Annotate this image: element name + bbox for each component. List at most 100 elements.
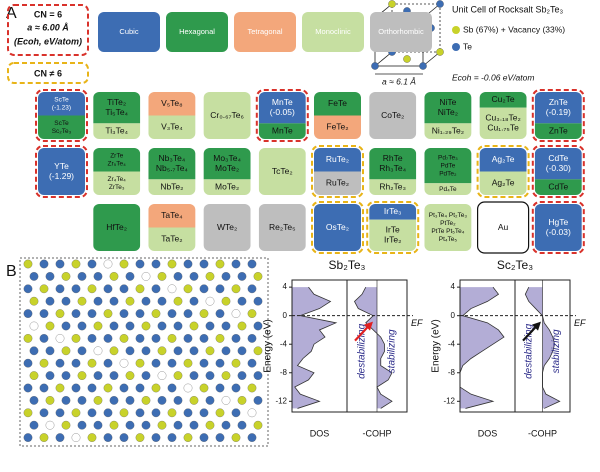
atom <box>39 433 49 442</box>
cell-border <box>531 201 585 254</box>
cohp-shade <box>354 287 392 409</box>
y-axis-label: Energy (eV) <box>431 319 442 372</box>
atom <box>29 396 39 405</box>
legend-label: Tetragonal <box>247 27 282 36</box>
atom <box>55 383 65 393</box>
atom <box>231 433 241 442</box>
atom <box>119 433 129 442</box>
atom <box>61 296 71 306</box>
legend-dot <box>452 43 460 51</box>
atom <box>167 408 177 418</box>
atom <box>109 371 119 380</box>
atom <box>135 433 145 442</box>
y-tick-label: -8 <box>280 368 288 377</box>
y-tick-label: -12 <box>275 396 287 405</box>
cell-fill <box>258 92 306 124</box>
atom <box>141 420 151 430</box>
compound-cell: CoTe₂ <box>369 92 417 139</box>
cell-text: MoTe₂ <box>215 163 239 173</box>
atom <box>125 321 135 331</box>
atom <box>237 420 247 430</box>
atom <box>221 346 231 356</box>
atom <box>125 371 135 380</box>
compound-cell: HgTe(-0.03) <box>531 201 585 254</box>
atom <box>205 346 215 356</box>
cell-fill <box>424 204 472 251</box>
atom <box>253 272 263 281</box>
cell-fill <box>148 204 196 228</box>
atom <box>61 346 71 356</box>
atom <box>151 334 161 343</box>
atom <box>215 408 225 418</box>
cell-text: MnTe <box>272 97 293 107</box>
legend-text: Sb (67%) + Vacancy (33%) <box>463 24 565 34</box>
cell-text: ScTe <box>54 96 69 103</box>
cell-text: FeTe₂ <box>326 122 348 132</box>
cell-text: RuTe₂ <box>326 154 349 164</box>
atom <box>103 358 113 368</box>
atom <box>151 358 161 368</box>
annotation: stabilizing <box>551 329 562 373</box>
atom <box>109 296 119 306</box>
atom <box>93 321 103 331</box>
cell-fill <box>534 179 582 195</box>
cell-text: PdTe <box>440 162 455 169</box>
atom <box>55 358 65 368</box>
compound-cell: WTe₂ <box>203 204 251 251</box>
cell-fill <box>534 123 582 139</box>
atom <box>109 346 119 356</box>
cell-text: (-1.23) <box>52 104 71 111</box>
atom <box>119 383 129 393</box>
atom <box>183 309 193 318</box>
atom <box>61 396 71 405</box>
atom <box>253 346 263 356</box>
cell-text: (-0.05) <box>270 107 295 117</box>
cell-fill <box>314 115 361 139</box>
atom <box>167 358 177 368</box>
cell-text: OsTe₂ <box>326 222 349 232</box>
cell-fill <box>93 92 141 124</box>
dos-curve <box>459 286 505 409</box>
atom <box>183 433 193 442</box>
cell-text: Ag₂Te <box>492 154 515 164</box>
cell-fill <box>93 171 141 195</box>
y-tick-label: 0 <box>451 311 456 320</box>
panel-label: B <box>6 263 17 280</box>
atom <box>93 346 103 356</box>
atom <box>221 321 231 331</box>
legend-label: Hexagonal <box>179 27 215 36</box>
atom <box>119 284 129 294</box>
atom <box>199 309 209 318</box>
atom <box>23 433 33 442</box>
atom <box>93 296 103 306</box>
cell-text: NiTe₂ <box>438 107 458 117</box>
atom <box>55 433 65 442</box>
cell-border <box>255 89 309 142</box>
cell-text: Ni₁.₂₉Te₂ <box>432 125 464 135</box>
atom <box>205 420 215 430</box>
atom <box>199 334 209 343</box>
atom <box>103 334 113 343</box>
atom <box>436 48 444 56</box>
plot-title: Sb₂Te₃ <box>329 258 366 272</box>
cell-text: WTe₂ <box>217 222 237 232</box>
cell-fill <box>203 92 251 139</box>
cell-fill <box>534 148 582 180</box>
cell-text: Nb₃Te₄ <box>159 153 186 163</box>
annotation: destabilizing <box>523 323 534 378</box>
atom <box>237 321 247 331</box>
atom <box>55 408 65 418</box>
cell-text: ZrTe₃ <box>109 184 125 191</box>
atom <box>23 259 33 269</box>
cell-fill <box>369 204 417 220</box>
atom <box>87 358 97 368</box>
atom <box>77 371 87 380</box>
atom <box>247 334 257 343</box>
fermi-label: EF <box>574 318 586 328</box>
atom <box>45 296 55 306</box>
key-text: a ≈ 6.00 Å <box>27 22 68 32</box>
atom <box>39 284 49 294</box>
cell-text: Pd₇Te₃ <box>438 154 458 161</box>
cell-fill <box>369 92 417 139</box>
